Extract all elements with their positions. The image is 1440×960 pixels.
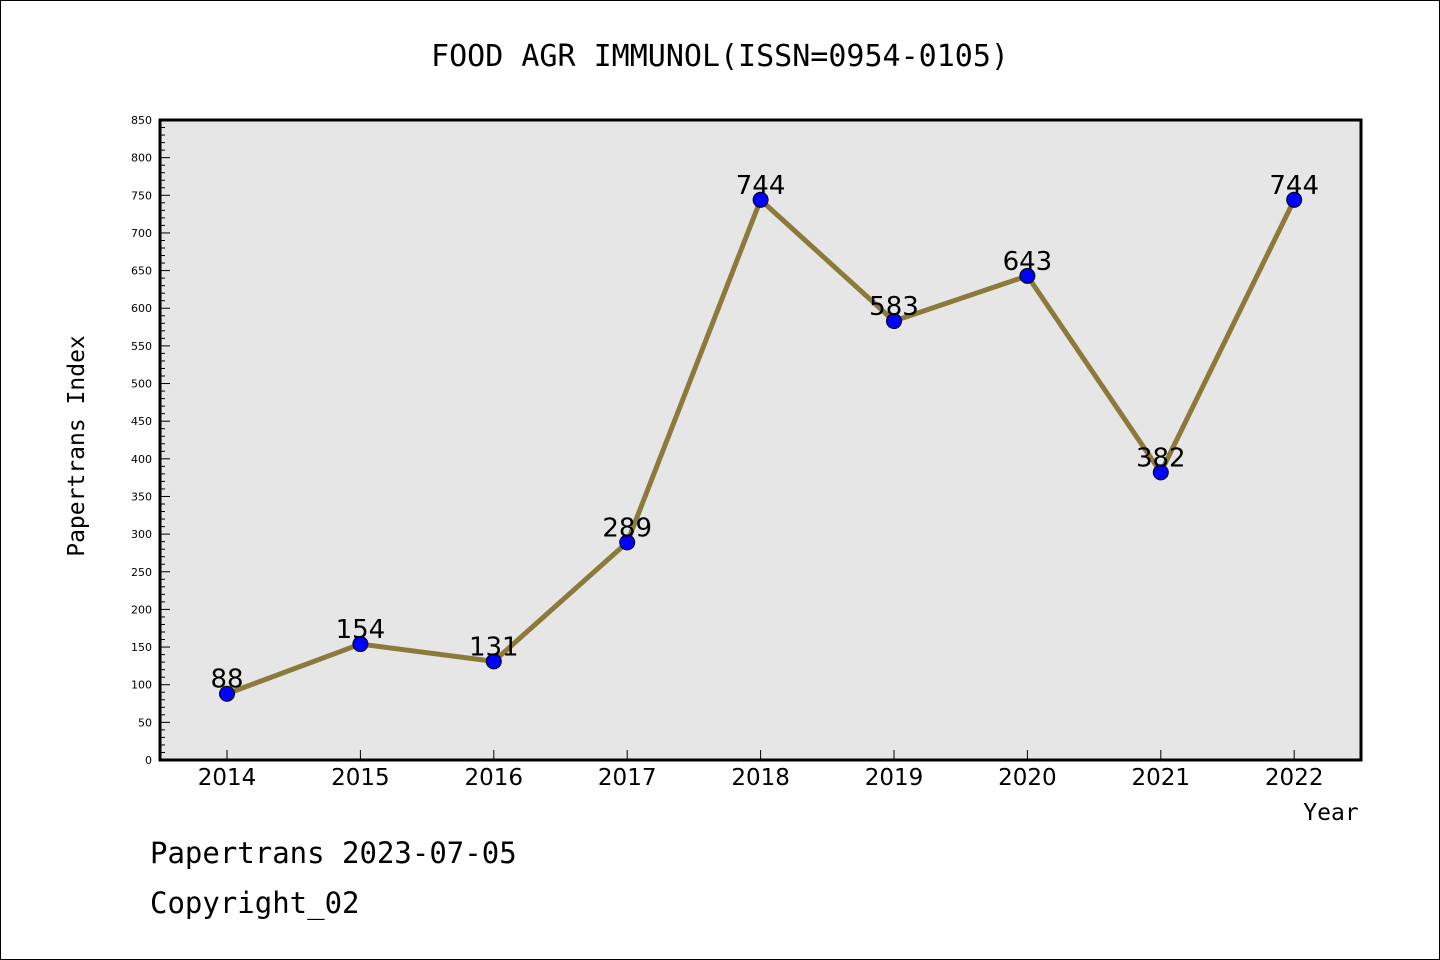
y-tick-label: 350 [131, 490, 152, 503]
y-tick-label: 50 [138, 716, 152, 729]
x-tick-label: 2015 [331, 765, 390, 791]
data-label: 744 [736, 171, 786, 201]
data-label: 643 [1003, 247, 1053, 277]
y-tick-label: 700 [131, 227, 152, 240]
x-tick-label: 2020 [998, 765, 1057, 791]
y-axis-label: Papertrans Index [64, 335, 90, 557]
y-tick-label: 800 [131, 152, 152, 165]
y-tick-label: 500 [131, 378, 152, 391]
x-axis-label: Year [1303, 800, 1358, 826]
y-tick-label: 650 [131, 265, 152, 278]
data-point [485, 653, 502, 670]
data-point [352, 636, 369, 653]
data-label: 131 [469, 632, 519, 662]
data-point [752, 191, 769, 208]
data-label: 289 [602, 513, 652, 543]
y-tick-label: 850 [131, 114, 152, 127]
y-tick-label: 150 [131, 641, 152, 654]
x-tick-label: 2016 [465, 765, 524, 791]
x-tick-label: 2019 [865, 765, 924, 791]
x-tick-label: 2018 [731, 765, 790, 791]
series-layer: 88 154 131 289 744 583 643 382 744 [210, 171, 1319, 702]
y-tick-label: 750 [131, 189, 152, 202]
data-point [219, 685, 235, 702]
x-tick-label: 2021 [1132, 765, 1191, 791]
data-label: 88 [210, 665, 243, 695]
x-tick-label: 2014 [198, 765, 257, 791]
x-tick-label: 2017 [598, 765, 657, 791]
y-tick-label: 550 [131, 340, 152, 353]
y-tick-label: 450 [131, 415, 152, 428]
y-axis: 0 50 100 150 200 250 300 350 400 450 500 550 600 650 7… [131, 114, 170, 767]
plot-area [158, 118, 1363, 762]
data-label: 744 [1269, 171, 1319, 201]
y-tick-label: 300 [131, 528, 152, 541]
x-tick-label: 2022 [1265, 765, 1324, 791]
y-tick-label: 400 [131, 453, 152, 466]
footer-date: Papertrans 2023-07-05 [150, 836, 517, 870]
data-point [886, 313, 902, 330]
y-tick-label: 250 [131, 566, 152, 579]
x-axis: 2014 2015 2016 2017 2018 2019 2020 2021 2022 [198, 750, 1324, 791]
y-tick-label: 0 [145, 754, 152, 767]
y-tick-label: 600 [131, 302, 152, 315]
data-label: 154 [336, 615, 386, 645]
data-point [1019, 267, 1036, 284]
data-label: 583 [869, 292, 919, 322]
y-tick-label: 100 [131, 679, 152, 692]
data-point [1286, 191, 1303, 208]
y-tick-label: 200 [131, 603, 152, 616]
data-point [619, 534, 636, 551]
data-point [1152, 464, 1169, 481]
footer-copyright: Copyright_02 [150, 886, 360, 920]
data-label: 382 [1136, 443, 1186, 473]
chart-title: FOOD AGR IMMUNOL(ISSN=0954-0105) [431, 39, 1009, 74]
